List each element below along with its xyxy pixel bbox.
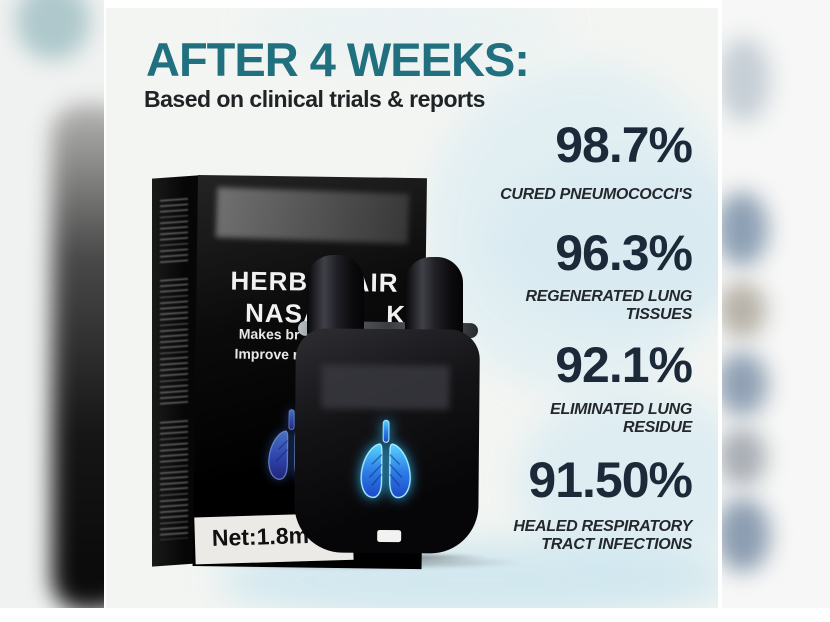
stat-value-3: 92.1%	[555, 337, 693, 393]
blur-blob	[722, 428, 766, 486]
stat-label-3: ELIMINATED LUNG RESIDUE	[550, 401, 692, 436]
ad-panel: AFTER 4 WEEKS: Based on clinical trials …	[106, 8, 718, 608]
inhaler-nozzle-left	[307, 255, 364, 341]
inhaler-nozzle-right	[405, 257, 463, 341]
blur-blob	[52, 104, 104, 608]
stat-value-1: 98.7%	[555, 117, 693, 173]
stat-label-1: CURED PNEUMOCOCCI'S	[500, 186, 692, 204]
watercolor-blob	[486, 158, 718, 328]
blur-blob	[16, 0, 90, 60]
stat-label-2: REGENERATED LUNG TISSUES	[525, 288, 693, 323]
spine-fineprint	[160, 198, 188, 265]
blur-blob	[722, 38, 770, 122]
stat-value-2: 96.3%	[555, 225, 693, 281]
blurred-left-strip	[0, 0, 104, 608]
stat-label-line: ELIMINATED LUNG	[550, 401, 692, 418]
stat-label-line: CURED PNEUMOCOCCI'S	[500, 186, 692, 203]
stat-label-line: HEALED RESPIRATORY	[513, 518, 692, 535]
lungs-illustration-device	[360, 419, 411, 499]
spine-fineprint	[160, 278, 188, 409]
stat-label-line: REGENERATED LUNG	[525, 288, 693, 305]
spine-fineprint	[160, 420, 188, 541]
stat-label-line: RESIDUE	[622, 418, 692, 436]
subheadline: Based on clinical trials & reports	[144, 86, 485, 112]
box-tagline-1: Makes br	[238, 325, 300, 343]
inhaler-body	[294, 328, 480, 554]
blurred-brand-bar	[215, 187, 410, 244]
device-button	[377, 529, 402, 543]
stat-value-4: 91.50%	[528, 452, 693, 508]
stat-label-line: TRACT INFECTIONS	[541, 535, 692, 553]
blurred-right-strip	[722, 0, 830, 608]
blurred-device-label	[321, 364, 450, 410]
headline: AFTER 4 WEEKS:	[146, 33, 530, 86]
stat-label-4: HEALED RESPIRATORY TRACT INFECTIONS	[513, 518, 692, 553]
blur-blob	[722, 192, 768, 266]
blur-blob	[722, 498, 770, 572]
blur-blob	[722, 282, 766, 338]
product-box-spine	[152, 175, 198, 567]
blur-blob	[722, 352, 768, 416]
stat-label-line: TISSUES	[625, 305, 693, 323]
net-weight-label: Net:1.8m	[211, 522, 310, 551]
